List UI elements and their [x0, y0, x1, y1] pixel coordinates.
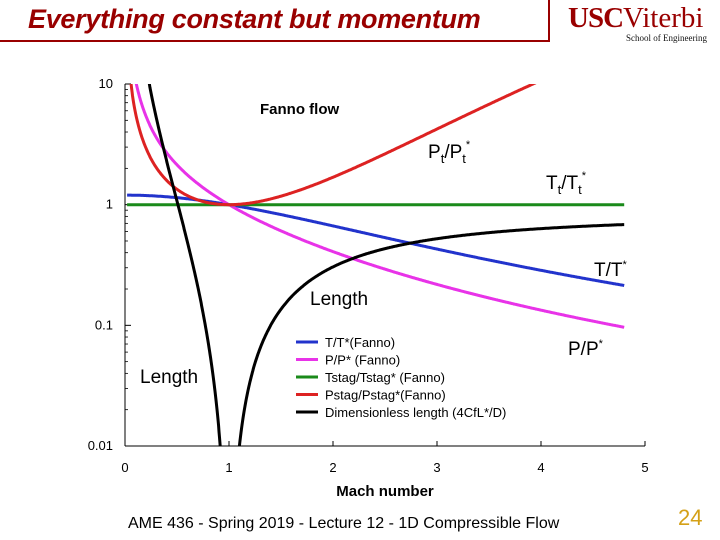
series-line-4 — [147, 84, 625, 446]
y-tick-label: 0.01 — [88, 438, 113, 453]
chart-title: Fanno flow — [260, 101, 339, 118]
logo-wordmark: USCViterbi — [568, 2, 704, 34]
x-tick-label: 1 — [225, 460, 232, 475]
series-line-3 — [129, 84, 537, 207]
series-line-0 — [127, 193, 625, 287]
legend-label-2: Tstag/Tstag* (Fanno) — [325, 370, 445, 385]
annotation-pp-star: P/P* — [568, 338, 604, 360]
series-line-1 — [134, 84, 625, 329]
chart-legend: T/T*(Fanno) P/P* (Fanno) Tstag/Tstag* (Fan… — [296, 335, 506, 420]
annotation-length-lower: Length — [140, 367, 198, 388]
usc-viterbi-logo: USCViterbi School of Engineering — [568, 2, 716, 46]
y-tick-label: 0.1 — [95, 317, 113, 332]
annotation-length-upper: Length — [310, 289, 368, 310]
annotation-tt-star: T/T* — [594, 259, 628, 281]
annotation-tt: Tt/Tt* — [546, 170, 587, 197]
x-tick-label: 3 — [433, 460, 440, 475]
legend-label-4: Dimensionless length (4CfL*/D) — [325, 405, 506, 420]
chart-labels: Pt/Pt* Tt/Tt* T/T* P/P* Length Length — [140, 139, 628, 388]
legend-label-1: P/P* (Fanno) — [325, 353, 400, 368]
chart-axes: 0 1 2 3 4 5 10 1 0.1 0.01 Mach number Fanno flow — [88, 76, 649, 500]
y-tick-label: 10 — [99, 76, 113, 91]
legend-label-0: T/T*(Fanno) — [325, 335, 395, 350]
legend-label-3: Pstag/Pstag*(Fanno) — [325, 388, 446, 403]
x-axis-label: Mach number — [336, 483, 434, 500]
page-number: 24 — [678, 505, 703, 530]
annotation-pt: Pt/Pt* — [428, 139, 471, 166]
y-tick-label: 1 — [106, 197, 113, 212]
title-underline — [0, 40, 548, 42]
x-tick-label: 2 — [329, 460, 336, 475]
slide-footer: AME 436 - Spring 2019 - Lecture 12 - 1D … — [128, 515, 560, 532]
x-tick-label: 0 — [121, 460, 128, 475]
x-tick-label: 4 — [537, 460, 544, 475]
slide-title: Everything constant but momentum — [28, 4, 481, 34]
title-divider — [548, 0, 550, 42]
chart-curves — [127, 84, 625, 446]
logo-subtitle: School of Engineering — [626, 33, 707, 43]
x-tick-label: 5 — [641, 460, 648, 475]
